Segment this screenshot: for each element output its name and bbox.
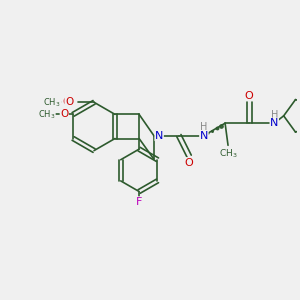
Text: F: F bbox=[136, 197, 142, 207]
Text: O: O bbox=[185, 158, 194, 168]
Text: O: O bbox=[62, 97, 70, 107]
Text: CH$_3$: CH$_3$ bbox=[219, 147, 237, 160]
Text: O: O bbox=[60, 110, 68, 119]
Text: N: N bbox=[270, 118, 278, 128]
Text: O: O bbox=[245, 91, 254, 100]
Text: O: O bbox=[65, 97, 73, 107]
Text: H: H bbox=[271, 110, 278, 120]
Text: N: N bbox=[200, 130, 208, 141]
Text: N: N bbox=[155, 130, 163, 141]
Text: CH$_3$: CH$_3$ bbox=[38, 108, 56, 121]
Text: H: H bbox=[200, 122, 208, 132]
Text: methoxy: methoxy bbox=[46, 101, 52, 102]
Text: CH$_3$: CH$_3$ bbox=[44, 96, 61, 109]
